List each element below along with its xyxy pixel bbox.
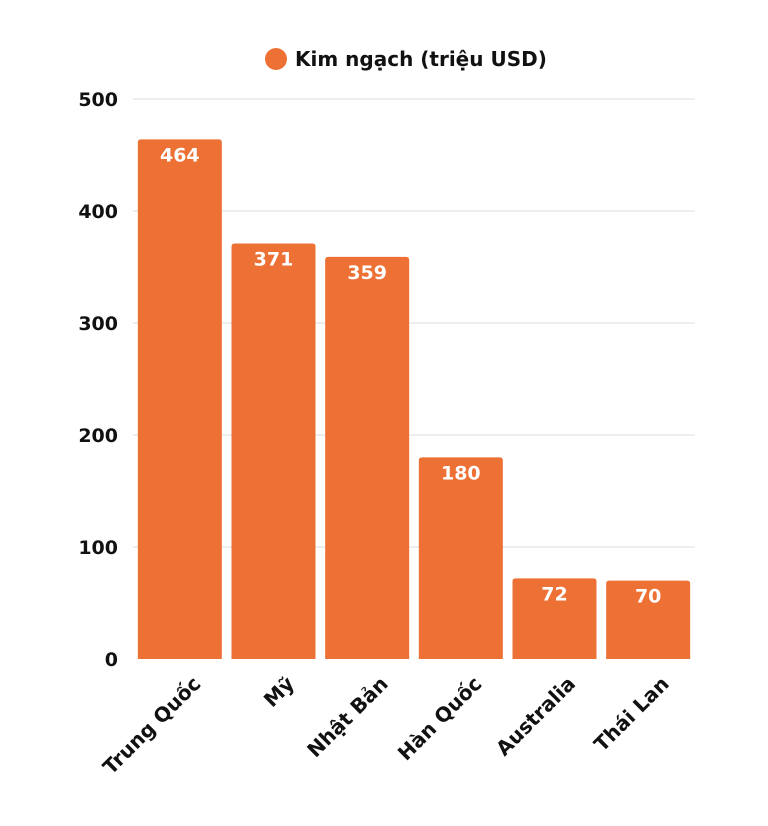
bar: [231, 243, 316, 660]
legend-label: Kim ngạch (triệu USD): [295, 47, 547, 71]
data-labels: 464 371 359 180 72 70: [160, 144, 661, 607]
data-label: 359: [347, 262, 387, 284]
x-tick-label: Thái Lan: [589, 672, 674, 757]
data-label: 464: [160, 144, 200, 166]
data-label: 70: [635, 586, 661, 608]
y-tick-label: 400: [78, 201, 118, 223]
y-tick-label: 0: [105, 649, 118, 671]
bar: [606, 580, 691, 659]
y-tick-label: 300: [78, 313, 118, 335]
bar: [418, 457, 503, 659]
x-tick-label: Hàn Quốc: [393, 672, 487, 766]
bar: [137, 139, 222, 659]
x-axis-ticks: Trung Quốc Mỹ Nhật Bản Hàn Quốc Australia Thá…: [98, 672, 674, 779]
y-tick-label: 100: [78, 537, 118, 559]
y-axis-ticks: 0 100 200 300 400 500: [78, 89, 118, 671]
legend-swatch: [265, 48, 287, 70]
x-tick-label: Trung Quốc: [98, 672, 205, 779]
data-label: 371: [254, 248, 294, 270]
data-label: 180: [441, 462, 481, 484]
x-tick-label: Mỹ: [259, 672, 299, 712]
y-tick-label: 200: [78, 425, 118, 447]
gridlines: [133, 98, 695, 548]
bar: [512, 578, 597, 659]
bar: [325, 256, 410, 659]
y-tick-label: 500: [78, 89, 118, 111]
bars: [137, 139, 691, 660]
data-label: 72: [541, 583, 567, 605]
x-tick-label: Nhật Bản: [302, 672, 392, 762]
x-tick-label: Australia: [491, 672, 580, 761]
legend: Kim ngạch (triệu USD): [265, 47, 547, 71]
